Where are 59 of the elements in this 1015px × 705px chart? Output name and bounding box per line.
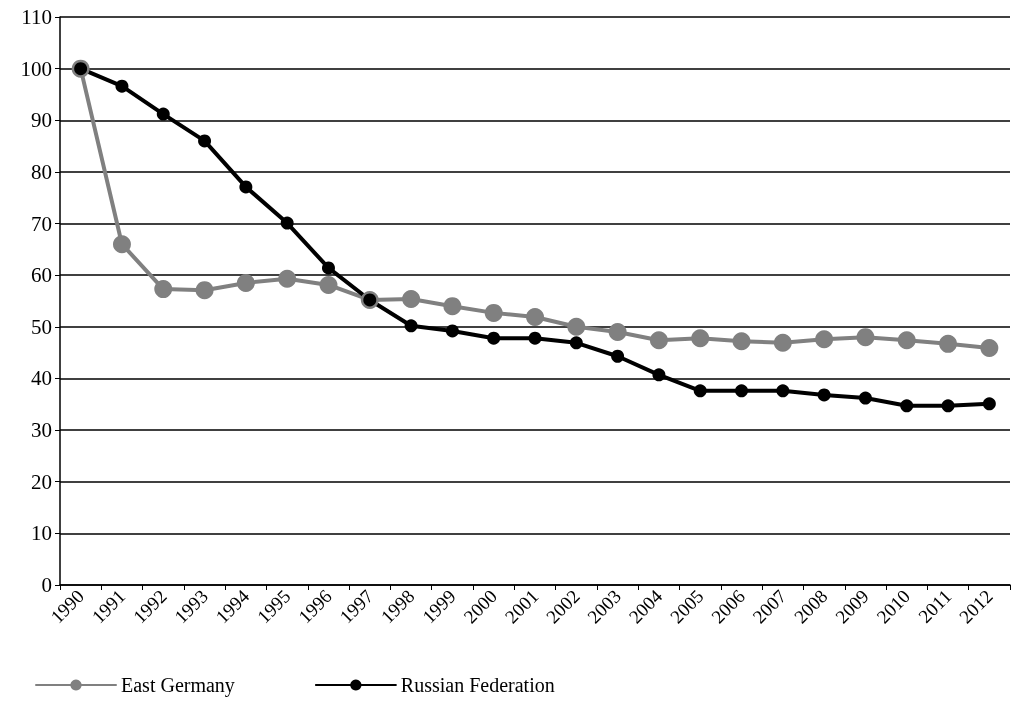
point: [154, 280, 173, 299]
legend-label: East Germany: [121, 674, 235, 697]
legend-label: Russian Federation: [400, 674, 555, 696]
point: [649, 331, 668, 350]
y-tick-label: 100: [20, 56, 52, 81]
y-tick-label: 80: [31, 159, 52, 184]
point: [236, 273, 255, 292]
point: [858, 391, 872, 405]
point: [652, 368, 666, 382]
point: [611, 349, 625, 363]
point: [404, 319, 418, 333]
point: [528, 331, 542, 345]
point: [815, 330, 834, 349]
point: [569, 336, 583, 350]
point: [941, 399, 955, 413]
point: [735, 384, 749, 398]
point: [198, 134, 212, 148]
y-tick-label: 70: [31, 211, 52, 236]
point: [484, 303, 503, 322]
y-tick-label: 110: [21, 5, 52, 29]
point: [239, 180, 253, 194]
point: [608, 322, 627, 341]
y-tick-label: 40: [31, 366, 52, 391]
point: [112, 235, 131, 254]
y-tick-label: 0: [41, 573, 52, 597]
point: [156, 107, 170, 121]
point: [278, 269, 297, 288]
point: [402, 289, 421, 308]
point: [900, 399, 914, 413]
y-tick-label: 90: [31, 108, 52, 133]
point: [115, 79, 129, 93]
point: [195, 281, 214, 300]
y-tick-label: 20: [31, 469, 52, 494]
point: [443, 297, 462, 316]
point: [773, 333, 792, 352]
point: [817, 388, 831, 402]
x-tick-label: 1999: [418, 585, 460, 628]
x-tick-label: 1991: [87, 585, 130, 628]
point: [693, 384, 707, 398]
point: [567, 317, 586, 336]
point: [321, 261, 335, 275]
y-tick-label: 30: [31, 418, 52, 443]
point: [980, 338, 999, 357]
y-tick-label: 10: [31, 521, 52, 546]
point: [856, 328, 875, 347]
point: [526, 308, 544, 326]
point: [776, 384, 790, 398]
point: [897, 331, 916, 350]
y-tick-label: 60: [31, 263, 52, 288]
point: [732, 332, 751, 351]
x-tick-label: 1992: [128, 585, 171, 628]
point: [939, 334, 958, 353]
point: [691, 329, 710, 348]
point: [280, 216, 294, 230]
point: [982, 397, 996, 411]
point: [487, 331, 501, 345]
point: [445, 324, 459, 338]
y-tick-label: 50: [31, 314, 52, 339]
point: [319, 276, 338, 294]
